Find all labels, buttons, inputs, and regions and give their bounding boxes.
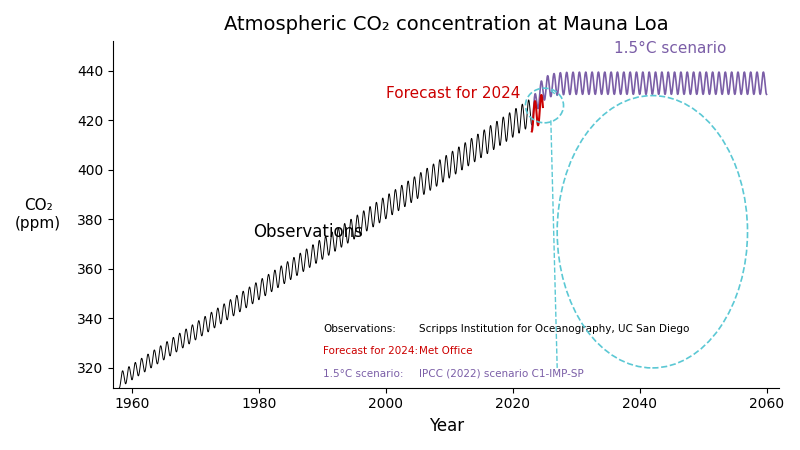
Text: Forecast for 2024: Forecast for 2024 [386, 86, 520, 101]
Y-axis label: CO₂
(ppm): CO₂ (ppm) [15, 198, 61, 230]
Text: 1.5°C scenario: 1.5°C scenario [614, 41, 726, 57]
Text: Scripps Institution for Oceanography, UC San Diego: Scripps Institution for Oceanography, UC… [419, 324, 690, 333]
Text: Observations: Observations [253, 223, 362, 241]
Text: Met Office: Met Office [419, 346, 473, 356]
Text: Observations:: Observations: [323, 324, 396, 333]
Text: 1.5°C scenario:: 1.5°C scenario: [323, 369, 403, 378]
X-axis label: Year: Year [429, 417, 464, 435]
Text: IPCC (2022) scenario C1-IMP-SP: IPCC (2022) scenario C1-IMP-SP [419, 369, 584, 378]
Title: Atmospheric CO₂ concentration at Mauna Loa: Atmospheric CO₂ concentration at Mauna L… [224, 15, 669, 34]
Text: Forecast for 2024:: Forecast for 2024: [323, 346, 418, 356]
